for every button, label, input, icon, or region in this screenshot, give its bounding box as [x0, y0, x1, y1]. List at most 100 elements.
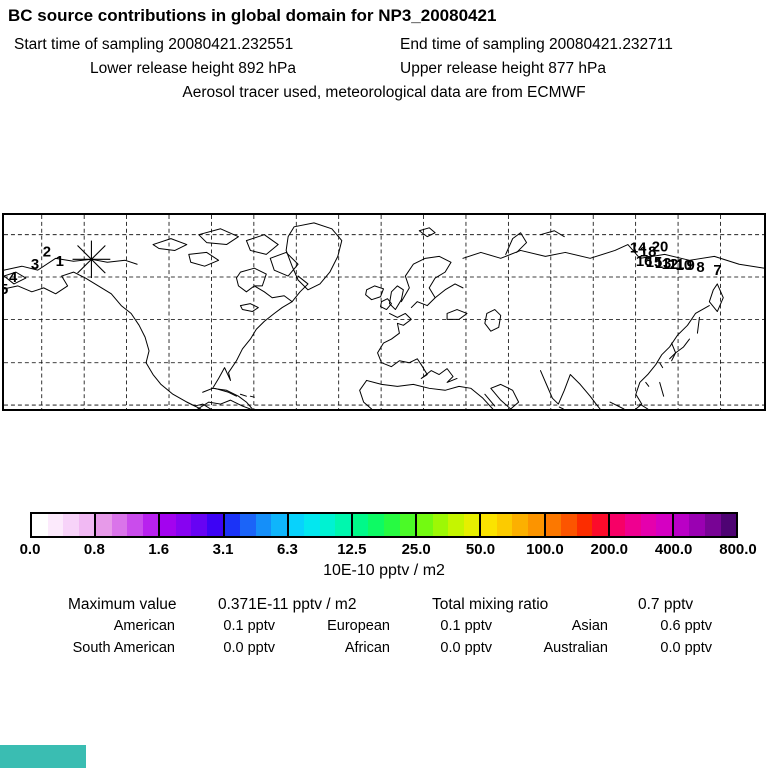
region-value: 0.0 pptv: [223, 640, 275, 656]
trajectory-hour-label: 18: [640, 244, 657, 260]
colorbar-cell: [127, 514, 143, 536]
world-map-svg: 12345142018161513121110987: [4, 215, 764, 409]
colorbar-tick: 12.5: [337, 541, 367, 558]
colorbar-unit-label: 10E-10 pptv / m2: [323, 562, 445, 579]
lower-release-height-text: Lower release height 892 hPa: [90, 60, 296, 77]
world-map: 12345142018161513121110987: [2, 213, 766, 411]
trajectory-hour-label: 4: [9, 270, 18, 286]
region-value: 0.1 pptv: [223, 618, 275, 634]
colorbar: [30, 512, 738, 538]
colorbar-cell: [481, 514, 497, 536]
colorbar-cell: [609, 514, 626, 536]
trajectory-hour-label: 1: [56, 254, 64, 270]
trajectory-hour-label: 13: [655, 256, 672, 272]
colorbar-cell: [255, 514, 272, 536]
colorbar-cell: [335, 514, 351, 536]
colorbar-tick: 0.8: [83, 541, 105, 558]
colorbar-cell: [704, 514, 721, 536]
colorbar-cell: [319, 514, 336, 536]
colorbar-segment: [224, 514, 289, 536]
colorbar-segment: [96, 514, 161, 536]
colorbar-cell: [352, 514, 369, 536]
colorbar-segment: [32, 514, 97, 536]
colorbar-cell: [160, 514, 176, 536]
trajectory-hour-labels: 12345142018161513121110987: [4, 239, 722, 297]
coastlines: [4, 222, 764, 409]
trajectory-hour-label: 3: [31, 257, 39, 273]
region-name: Australian: [543, 640, 608, 656]
trajectory-hour-label: 9: [687, 258, 695, 274]
colorbar-tick-labels: 0.0 0.8 1.6 3.1 6.3 12.5 25.0 50.0 100.0 200.0 400…: [20, 541, 757, 559]
colorbar-cell: [463, 514, 480, 536]
end-time-text: End time of sampling 20080421.232711: [400, 36, 673, 53]
colorbar-cell: [545, 514, 562, 536]
colorbar-segment: [481, 514, 546, 536]
footer-accent-bar: [0, 745, 86, 768]
colorbar-segment: [288, 514, 353, 536]
region-value: 0.6 pptv: [660, 618, 712, 634]
tracer-note-text: Aerosol tracer used, meteorological data…: [182, 84, 586, 101]
colorbar-cell: [720, 514, 737, 536]
colorbar-cell: [561, 514, 577, 536]
colorbar-tick: 50.0: [465, 541, 496, 558]
trajectory-hour-label: 5: [4, 282, 8, 298]
colorbar-cell: [417, 514, 433, 536]
trajectory-hour-label: 15: [646, 255, 663, 271]
colorbar-segment: [160, 514, 225, 536]
start-time-text: Start time of sampling 20080421.232551: [14, 36, 294, 53]
colorbar-cell: [592, 514, 608, 536]
region-contributions-table: American 0.1 pptv European 0.1 pptv Asia…: [0, 618, 712, 656]
colorbar-segment: [673, 514, 737, 536]
colorbar-tick: 400.0: [654, 541, 693, 558]
colorbar-tick: 0.0: [19, 541, 41, 558]
colorbar-cell: [111, 514, 128, 536]
release-star-marker: [72, 240, 111, 279]
colorbar-segment: [352, 514, 418, 536]
colorbar-cell: [63, 514, 79, 536]
colorbar-cell: [625, 514, 641, 536]
page-title: BC source contributions in global domain…: [8, 6, 497, 25]
colorbar-tick: 25.0: [401, 541, 431, 558]
colorbar-cell: [399, 514, 416, 536]
trajectory-hour-label: 10: [676, 258, 693, 274]
colorbar-cell: [368, 514, 385, 536]
colorbar-cell: [496, 514, 513, 536]
region-name: American: [113, 618, 175, 634]
colorbar-cell: [32, 514, 48, 536]
colorbar-tick: 200.0: [590, 541, 629, 558]
colorbar-tick: 800.0: [719, 541, 757, 558]
trajectory-hour-label: 8: [696, 260, 704, 276]
region-name: European: [327, 618, 390, 634]
colorbar-cell: [96, 514, 112, 536]
colorbar-cell: [512, 514, 528, 536]
colorbar-cell: [271, 514, 287, 536]
map-gridlines: [4, 215, 764, 409]
total-mixing-ratio-label: Total mixing ratio: [432, 596, 549, 613]
colorbar-cell: [207, 514, 223, 536]
colorbar-cell: [304, 514, 320, 536]
colorbar-segment: [545, 514, 610, 536]
region-name: African: [344, 640, 390, 656]
colorbar-cell: [47, 514, 64, 536]
maximum-value: 0.371E-11 pptv / m2: [218, 596, 357, 613]
colorbar-segment: [417, 514, 482, 536]
region-name: South American: [72, 640, 175, 656]
colorbar-cell: [673, 514, 690, 536]
colorbar-cell: [656, 514, 672, 536]
colorbar-cell: [640, 514, 657, 536]
trajectory-hour-label: 20: [652, 239, 669, 255]
trajectory-hour-label: 12: [662, 257, 679, 273]
colorbar-cell: [384, 514, 400, 536]
colorbar-cell: [224, 514, 241, 536]
upper-release-height-text: Upper release height 877 hPa: [400, 60, 606, 77]
trajectory-hour-label: 16: [636, 254, 653, 270]
maximum-value-label: Maximum value: [68, 596, 177, 613]
colorbar-cell: [448, 514, 464, 536]
colorbar-tick: 100.0: [526, 541, 564, 558]
trajectory-hour-label: 2: [43, 244, 51, 260]
region-value: 0.0 pptv: [660, 640, 712, 656]
colorbar-cell: [576, 514, 593, 536]
region-value: 0.1 pptv: [440, 618, 492, 634]
colorbar-cell: [191, 514, 208, 536]
colorbar-cell: [78, 514, 95, 536]
